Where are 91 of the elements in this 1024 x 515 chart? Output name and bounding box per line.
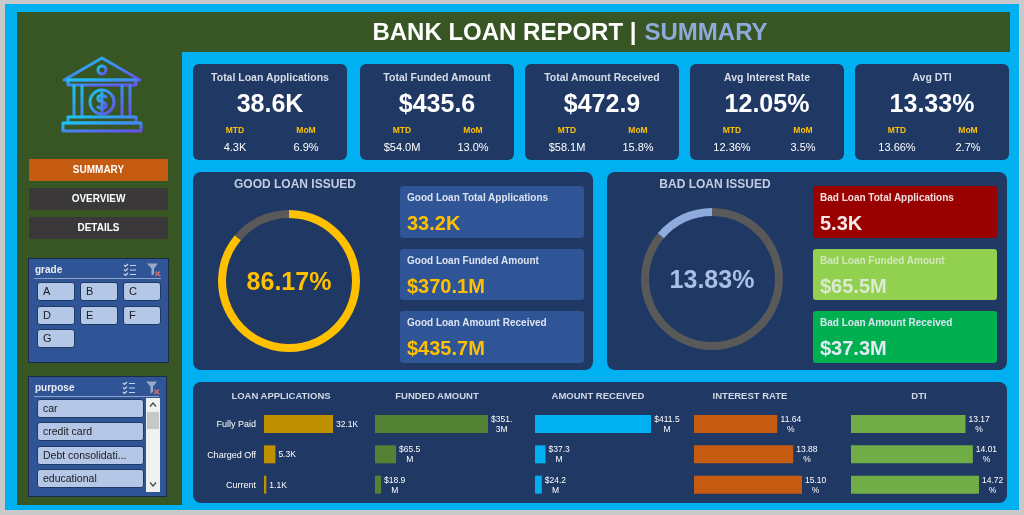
text: 13.66% (877, 140, 917, 154)
data-label: 15.10% (804, 474, 827, 495)
text: Bad Loan Funded Amount (820, 254, 945, 268)
y-tick-label: Fully Paid (216, 419, 256, 430)
text: 6.9% (292, 140, 320, 154)
data-label: 13.88% (796, 444, 818, 465)
text: 13.33% (888, 88, 976, 118)
slicer-button: educational (37, 468, 144, 488)
text: Avg DTI (911, 70, 953, 84)
text: $65.5M (820, 274, 887, 299)
text: MoM (957, 125, 979, 135)
donut-slice (657, 208, 712, 239)
text: purpose (35, 381, 75, 395)
slicer-button: car (37, 399, 144, 418)
text: $37.3M (820, 336, 887, 361)
y-tick-label: Charged Off (207, 449, 257, 460)
chart-title: FUNDED AMOUNT (394, 389, 480, 403)
slicer-button: A (37, 282, 75, 301)
text: MTD (556, 125, 578, 135)
slicer-button: E (80, 305, 118, 325)
text: $435.7M (407, 336, 485, 361)
text: MoM (627, 125, 649, 135)
text: MoM (295, 125, 317, 135)
text: MTD (721, 125, 743, 135)
text: 4.3K (222, 140, 248, 154)
data-label: $18.9M (384, 474, 406, 495)
slicer-button: D (37, 305, 75, 325)
chart-title: LOAN APPLICATIONS (230, 389, 332, 403)
text: $472.9 (562, 88, 642, 118)
data-label: $37.3M (548, 444, 571, 465)
chart-title: DTI (910, 389, 928, 403)
slicer-button: F (123, 305, 161, 325)
text: Avg Interest Rate (723, 70, 811, 84)
text: 13.83% (668, 264, 756, 295)
text: 15.8% (621, 140, 655, 154)
text: Good Loan Funded Amount (407, 254, 539, 268)
data-label: 13.17% (968, 414, 991, 434)
donut-slice (641, 208, 783, 350)
text: 12.05% (723, 88, 811, 118)
text: 38.6K (235, 88, 305, 118)
data-label: 14.01% (975, 444, 998, 465)
slicer-button: Debt consolidati... (37, 445, 144, 465)
text: $54.0M (382, 140, 422, 154)
text: $58.1M (547, 140, 587, 154)
text: Total Loan Applications (210, 70, 330, 84)
slicer-button: B (80, 282, 118, 301)
text: MTD (391, 125, 413, 135)
data-label: $24.2M (544, 474, 567, 495)
y-tick-label: Current (225, 480, 257, 491)
data-label: 1.1K (269, 479, 288, 490)
slicer-button: credit card (37, 422, 144, 442)
text: SUMMARY (644, 18, 768, 46)
text: 3.5% (789, 140, 817, 154)
nav-button: DETAILS (29, 217, 168, 239)
text: Good Loan Amount Received (407, 316, 547, 330)
text: MTD (886, 125, 908, 135)
text: MoM (792, 125, 814, 135)
data-label: 14.72% (981, 474, 1004, 495)
data-label: $411.5M (654, 414, 680, 434)
text: grade (35, 263, 63, 277)
text: Bad Loan Amount Received (820, 316, 953, 330)
data-label: 5.3K (278, 449, 297, 460)
data-label: 32.1K (336, 418, 359, 429)
data-label: $65.5M (399, 444, 421, 465)
text: MoM (462, 125, 484, 135)
chart-title: BAD LOAN ISSUED (658, 177, 772, 191)
text: Good Loan Total Applications (407, 191, 549, 205)
text: 2.7% (954, 140, 982, 154)
donut-slice (218, 210, 360, 352)
chart-title: GOOD LOAN ISSUED (233, 177, 357, 191)
donut-slice (234, 210, 289, 241)
text: 13.0% (456, 140, 490, 154)
text: BANK LOAN REPORT | (372, 18, 637, 46)
chart-title: INTEREST RATE (711, 389, 789, 403)
text: Total Funded Amount (382, 70, 492, 84)
text: Bad Loan Total Applications (820, 191, 954, 205)
text: 86.17% (245, 266, 333, 297)
text: MTD (224, 125, 246, 135)
text: 33.2K (407, 211, 461, 236)
data-label: $351.3M (490, 414, 513, 434)
data-label: 11.64% (780, 414, 802, 434)
chart-title: AMOUNT RECEIVED (550, 389, 646, 403)
slicer-button: G (37, 329, 75, 348)
slicer-button: C (123, 282, 161, 301)
nav-button: SUMMARY (29, 159, 168, 181)
text: 5.3K (820, 211, 863, 236)
text: $370.1M (407, 274, 485, 299)
text: $435.6 (397, 88, 477, 118)
nav-button: OVERVIEW (29, 188, 168, 210)
text: Total Amount Received (543, 70, 661, 84)
text: 12.36% (712, 140, 752, 154)
